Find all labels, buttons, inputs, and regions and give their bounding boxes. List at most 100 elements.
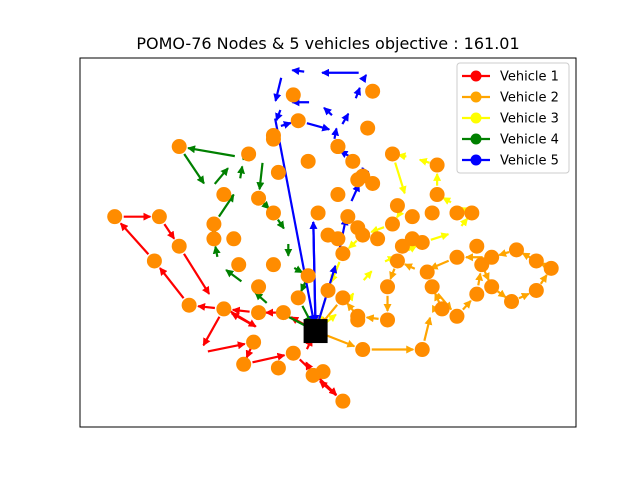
customer-node: [300, 268, 316, 284]
customer-node: [350, 220, 366, 236]
route-segment: [394, 162, 407, 195]
customer-node: [181, 297, 197, 313]
legend-box: [456, 62, 570, 174]
customer-node: [231, 257, 247, 273]
route-segment: [348, 239, 358, 249]
route-segment: [225, 269, 243, 283]
legend-item: Vehicle 5: [462, 154, 559, 169]
customer-node: [424, 279, 440, 295]
legend-item: Vehicle 3: [462, 112, 559, 127]
route-segment: [442, 196, 452, 205]
route-segment: [323, 107, 333, 117]
customer-node: [414, 235, 430, 250]
customer-node: [429, 187, 445, 203]
route-segment: [207, 341, 246, 353]
customer-node: [285, 87, 301, 103]
route-segment: [423, 316, 433, 342]
customer-node: [504, 294, 520, 310]
customer-node: [270, 164, 286, 180]
customer-node: [543, 260, 559, 276]
route-segment: [362, 270, 373, 281]
route-segment: [273, 77, 283, 102]
customer-node: [251, 279, 267, 295]
route-segment: [358, 74, 368, 84]
customer-node: [370, 231, 386, 247]
customer-node: [484, 279, 500, 295]
route-segment: [293, 265, 304, 274]
customer-node: [206, 216, 222, 232]
route-segment: [305, 361, 314, 371]
customer-node: [464, 205, 480, 221]
customer-node: [310, 205, 326, 221]
customer-node: [340, 209, 356, 225]
route-segment: [300, 281, 308, 293]
route-segment: [212, 245, 221, 258]
route-segment: [163, 223, 176, 240]
legend-marker: [470, 112, 482, 124]
customer-node: [107, 209, 123, 225]
route-segment: [496, 289, 507, 298]
route-vehicle-2: [320, 249, 549, 354]
route-segment: [230, 312, 257, 328]
customer-node: [320, 282, 336, 298]
customer-node: [251, 305, 267, 321]
route-segment: [245, 348, 254, 359]
customer-node: [305, 367, 321, 383]
chart-title: POMO-76 Nodes & 5 vehicles objective : 1…: [136, 34, 519, 53]
route-segment: [197, 302, 216, 311]
route-segment: [498, 249, 510, 257]
customer-node: [300, 153, 316, 169]
customer-node: [424, 205, 440, 221]
route-segment: [518, 292, 530, 301]
depot-layer: [303, 319, 328, 344]
route-segment: [434, 292, 442, 303]
customer-node: [360, 120, 376, 136]
route-segment: [275, 109, 283, 122]
legend-label: Vehicle 2: [500, 91, 559, 106]
customer-node: [216, 301, 232, 317]
legend-item: Vehicle 2: [462, 91, 559, 106]
customer-node: [216, 187, 232, 203]
route-segment: [254, 291, 268, 304]
customer-node: [350, 172, 366, 188]
route-segment: [459, 217, 469, 227]
route-segment: [280, 121, 292, 129]
route-segment: [389, 268, 397, 280]
route-segment: [276, 219, 285, 230]
customer-node: [384, 146, 400, 162]
route-segment: [319, 380, 337, 397]
customer-node: [469, 286, 485, 302]
customer-node: [389, 198, 405, 214]
route-segment: [218, 193, 235, 218]
customer-node: [404, 209, 420, 225]
route-segment: [462, 300, 472, 311]
customer-node: [246, 334, 262, 350]
customer-node: [151, 209, 167, 225]
route-segment: [187, 145, 235, 158]
customer-node: [380, 312, 396, 328]
customer-node: [226, 231, 242, 247]
customer-node: [384, 216, 400, 232]
customer-node: [508, 242, 524, 258]
route-segment: [370, 225, 385, 234]
legend-marker: [470, 133, 482, 145]
customer-node: [335, 393, 351, 409]
customer-node: [251, 190, 267, 206]
customer-node: [335, 246, 351, 262]
route-segment: [231, 306, 250, 315]
customer-node: [350, 312, 366, 328]
customer-node: [285, 345, 301, 361]
route-segment: [407, 244, 418, 253]
route-segment: [291, 67, 305, 76]
route-segment: [418, 158, 430, 166]
customer-node: [429, 157, 445, 173]
route-segment: [365, 314, 379, 323]
customer-node: [365, 83, 381, 99]
customer-node: [528, 282, 544, 298]
customer-node: [469, 238, 485, 254]
legend-label: Vehicle 5: [500, 154, 559, 169]
customer-node: [380, 279, 396, 295]
customer-node: [434, 301, 450, 317]
customer-node: [449, 205, 465, 221]
customer-node: [419, 264, 435, 280]
